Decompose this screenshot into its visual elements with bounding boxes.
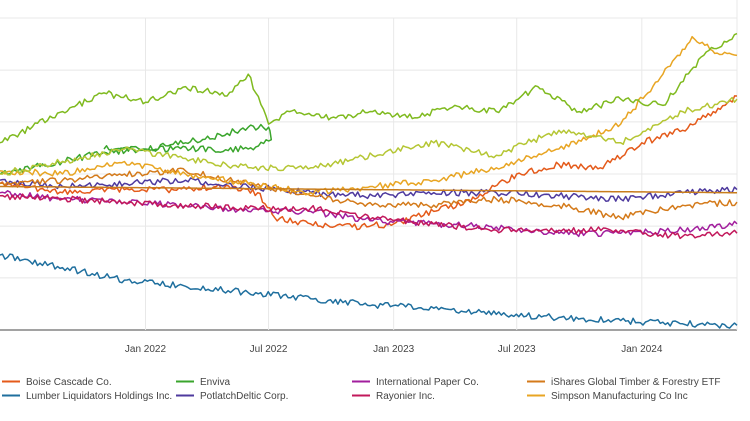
chart-legend: Boise Cascade Co. Enviva International Pap… xyxy=(2,377,721,402)
legend-label: Boise Cascade Co. xyxy=(26,377,112,388)
legend-item[interactable]: Rayonier Inc. xyxy=(352,391,435,402)
series-line-ishares-global-timber-forestry-etf xyxy=(0,167,738,221)
legend-label: iShares Global Timber & Forestry ETF xyxy=(551,377,721,388)
legend-item[interactable]: PotlatchDeltic Corp. xyxy=(176,391,288,402)
legend-label: Enviva xyxy=(200,377,230,388)
series-line-boise-cascade-co xyxy=(0,95,738,231)
x-tick-label: Jul 2023 xyxy=(498,344,536,355)
series-line-simpson-manufacturing-co-inc xyxy=(0,35,738,196)
legend-item[interactable]: iShares Global Timber & Forestry ETF xyxy=(527,377,721,388)
x-tick-label: Jan 2022 xyxy=(125,344,167,355)
x-tick-label: Jan 2024 xyxy=(621,344,663,355)
legend-item[interactable]: Simpson Manufacturing Co Inc xyxy=(527,391,688,402)
chart-gridlines xyxy=(0,0,738,331)
legend-label: Rayonier Inc. xyxy=(376,391,435,402)
series-line-unlabeled-9 xyxy=(0,96,738,176)
series-line-unlabeled-8 xyxy=(0,32,738,144)
series-line-potlatchdeltic-corp xyxy=(0,177,738,202)
chart-series-group xyxy=(0,32,738,329)
legend-item[interactable]: Boise Cascade Co. xyxy=(2,377,112,388)
series-line-unlabeled-10 xyxy=(0,185,737,194)
x-tick-label: Jan 2023 xyxy=(373,344,415,355)
legend-item[interactable]: Lumber Liquidators Holdings Inc. xyxy=(2,391,172,402)
legend-item[interactable]: International Paper Co. xyxy=(352,377,479,388)
series-line-rayonier-inc xyxy=(0,193,738,240)
legend-label: Simpson Manufacturing Co Inc xyxy=(551,391,688,402)
legend-label: PotlatchDeltic Corp. xyxy=(200,391,288,402)
legend-label: International Paper Co. xyxy=(376,377,479,388)
legend-item[interactable]: Enviva xyxy=(176,377,230,388)
series-line-lumber-liquidators-holdings-inc xyxy=(0,253,738,329)
x-tick-label: Jul 2022 xyxy=(250,344,288,355)
legend-label: Lumber Liquidators Holdings Inc. xyxy=(26,391,172,402)
series-line-enviva xyxy=(0,123,273,175)
x-axis-ticks: Jan 2022 Jul 2022 Jan 2023 Jul 2023 Jan 2024 xyxy=(125,344,663,355)
